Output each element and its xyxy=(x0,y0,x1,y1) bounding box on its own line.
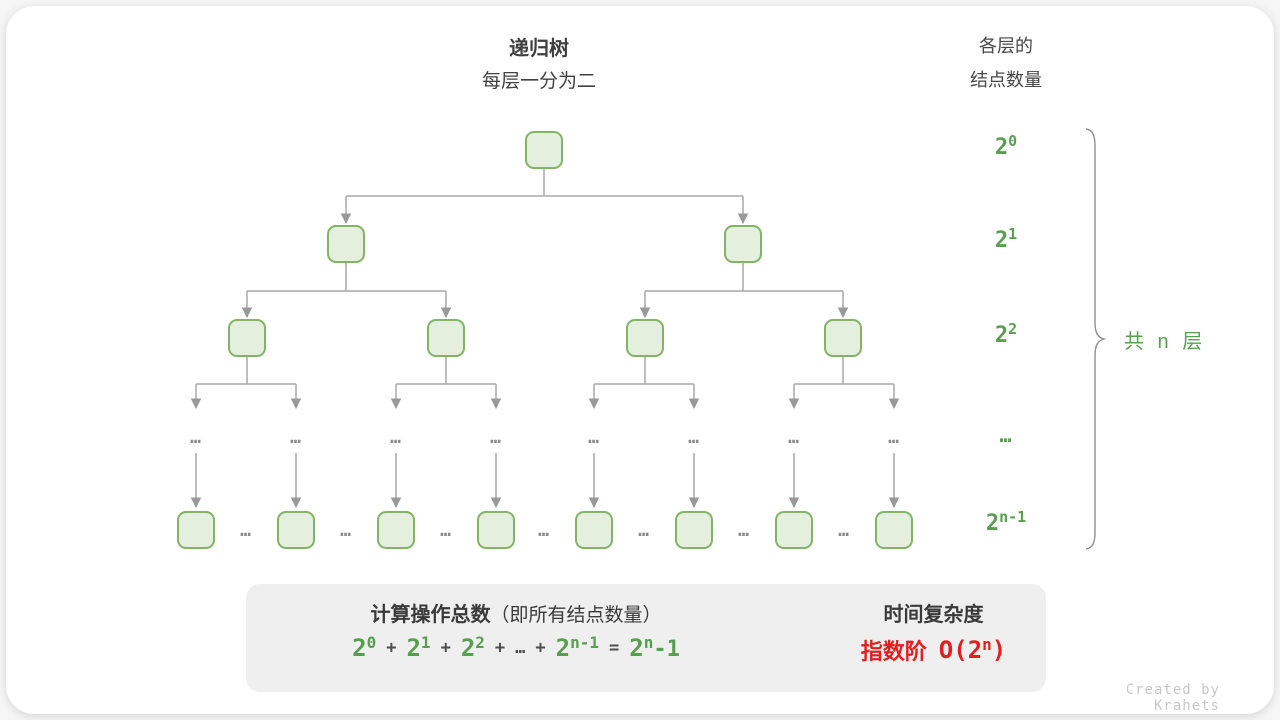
time-complexity-value: 指数阶 O(2n) xyxy=(831,634,1036,666)
label-sup: 1 xyxy=(1008,225,1018,243)
label-base: 2 xyxy=(985,511,1000,536)
tree-node xyxy=(177,511,215,549)
label-sup: 2 xyxy=(1008,320,1018,338)
time-complexity-title: 时间复杂度 xyxy=(883,604,984,626)
complexity-class-label: 指数阶 xyxy=(860,639,927,664)
watermark: Created by Krahets xyxy=(1125,682,1220,714)
term-sup: 0 xyxy=(366,633,377,652)
label-sup: n-1 xyxy=(999,508,1027,526)
ellipsis: … xyxy=(490,427,502,448)
tree-node xyxy=(675,511,713,549)
ellipsis: … xyxy=(888,427,900,448)
summary-box: 计算操作总数（即所有结点数量） 20 + 21 + 22 + … + 2n-1 … xyxy=(246,584,1046,692)
formula-term: 2n-1 xyxy=(555,633,600,662)
ellipsis: … xyxy=(538,520,550,541)
brace-label: 共 n 层 xyxy=(1124,331,1207,353)
tree-node xyxy=(277,511,315,549)
plus-operator: + xyxy=(386,638,397,658)
tree-node xyxy=(875,511,913,549)
tree-node xyxy=(377,511,415,549)
formula-term: 20 xyxy=(352,633,377,662)
tree-node xyxy=(228,319,266,357)
ellipsis: … xyxy=(788,427,800,448)
ellipsis: … xyxy=(190,427,202,448)
term-base: 2 xyxy=(629,634,644,662)
operation-count-title-paren: （即所有结点数量） xyxy=(490,605,662,626)
tree-subtitle: 每层一分为二 xyxy=(481,71,596,92)
level-count-label: 21 xyxy=(946,225,1066,253)
brace xyxy=(1085,128,1107,550)
operation-count-section: 计算操作总数（即所有结点数量） 20 + 21 + 22 + … + 2n-1 … xyxy=(256,598,776,662)
levels-title-line2: 结点数量 xyxy=(970,70,1042,90)
tree-node xyxy=(525,131,563,169)
ellipsis: … xyxy=(290,427,302,448)
ellipsis: … xyxy=(390,427,402,448)
ellipsis: … xyxy=(638,520,650,541)
label-base: 2 xyxy=(994,323,1009,348)
label-sup: 0 xyxy=(1008,132,1018,150)
tree-title: 递归树 xyxy=(509,38,569,60)
term-base: 2 xyxy=(460,634,476,662)
card: 递归树 每层一分为二 各层的 结点数量 … … … … … … … … … … … xyxy=(6,6,1274,714)
ellipsis: … xyxy=(240,520,252,541)
tree-node xyxy=(327,225,365,263)
levels-title-line1: 各层的 xyxy=(979,36,1033,56)
label-base: 2 xyxy=(994,228,1009,253)
term-sup: 1 xyxy=(420,633,431,652)
level-count-label: 20 xyxy=(946,132,1066,160)
ellipsis: … xyxy=(688,427,700,448)
tree-node xyxy=(824,319,862,357)
plus-operator: + xyxy=(494,638,506,658)
tree-node xyxy=(427,319,465,357)
ellipsis: … xyxy=(340,520,352,541)
ellipsis: … xyxy=(838,520,850,541)
term-base: 2 xyxy=(555,634,571,662)
tree-node xyxy=(477,511,515,549)
formula-result: 2n-1 xyxy=(629,633,680,662)
o-sup: n xyxy=(982,635,992,654)
sum-formula: 20 + 21 + 22 + … + 2n-1 = 2n-1 xyxy=(256,633,776,662)
tree-node xyxy=(724,225,762,263)
tree-node xyxy=(575,511,613,549)
level-count-label: 2n-1 xyxy=(946,508,1066,536)
term-base: 2 xyxy=(352,634,367,662)
term-base: 2 xyxy=(406,634,421,662)
term-sup: n xyxy=(643,633,654,652)
plus-operator: + xyxy=(535,638,546,658)
plus-operator: + xyxy=(440,638,451,658)
formula-ellipsis: … xyxy=(515,638,526,658)
tree-node xyxy=(775,511,813,549)
o-open: O( xyxy=(938,636,968,664)
ellipsis: … xyxy=(440,520,452,541)
level-count-label: 22 xyxy=(946,320,1066,348)
ellipsis: … xyxy=(588,427,600,448)
label-base: 2 xyxy=(994,135,1009,160)
term-sup: n-1 xyxy=(570,633,600,652)
formula-term: 22 xyxy=(460,633,485,662)
o-close: ) xyxy=(991,636,1007,664)
term-sup: 2 xyxy=(475,633,485,652)
ellipsis: … xyxy=(738,520,750,541)
o-base: 2 xyxy=(967,636,983,664)
level-count-label: … xyxy=(999,423,1013,447)
operation-count-title: 计算操作总数（即所有结点数量） xyxy=(256,598,776,628)
operation-count-title-text: 计算操作总数 xyxy=(370,604,491,626)
equals-operator: = xyxy=(609,638,620,658)
term-tail: -1 xyxy=(653,637,680,662)
formula-term: 21 xyxy=(406,633,431,662)
tree-node xyxy=(626,319,664,357)
time-complexity-section: 时间复杂度 指数阶 O(2n) xyxy=(831,598,1036,666)
big-o-notation: O(2n) xyxy=(938,635,1007,664)
